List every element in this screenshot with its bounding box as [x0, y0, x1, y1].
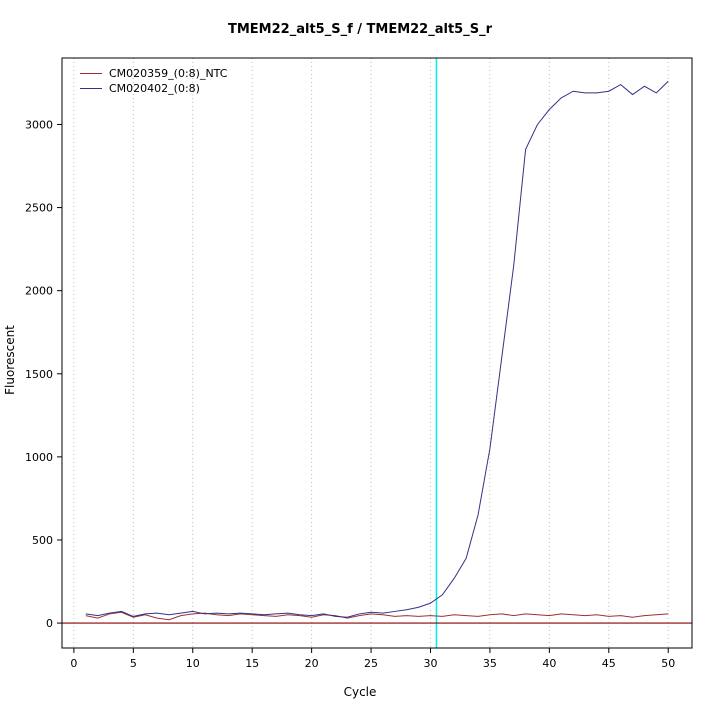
legend-line-swatch-sample	[80, 88, 102, 89]
x-axis-label: Cycle	[343, 685, 377, 699]
x-tick-label: 40	[542, 657, 556, 670]
y-tick-label: 2000	[25, 285, 53, 298]
x-tick-label: 45	[602, 657, 616, 670]
x-tick-label: 30	[423, 657, 437, 670]
chart-title: TMEM22_alt5_S_f / TMEM22_alt5_S_r	[228, 22, 492, 37]
x-tick-label: 5	[130, 657, 137, 670]
x-tick-label: 20	[305, 657, 319, 670]
chart-legend: CM020359_(0:8)_NTC CM020402_(0:8)	[80, 66, 227, 96]
series-line-0	[85, 611, 669, 621]
series-line-1	[85, 80, 669, 618]
legend-item-sample: CM020402_(0:8)	[80, 81, 227, 96]
legend-label-sample: CM020402_(0:8)	[109, 82, 200, 95]
x-tick-label: 25	[364, 657, 378, 670]
y-tick-label: 2500	[25, 202, 53, 215]
x-tick-label: 10	[186, 657, 200, 670]
y-tick-label: 1000	[25, 451, 53, 464]
x-tick-label: 35	[483, 657, 497, 670]
legend-label-ntc: CM020359_(0:8)_NTC	[109, 67, 228, 80]
x-tick-label: 50	[661, 657, 675, 670]
x-tick-label: 15	[245, 657, 259, 670]
y-axis-label: Fluorescent	[3, 325, 17, 395]
x-tick-label: 0	[70, 657, 77, 670]
y-tick-label: 0	[46, 617, 53, 630]
y-tick-label: 1500	[25, 368, 53, 381]
legend-item-ntc: CM020359_(0:8)_NTC	[80, 66, 227, 81]
y-tick-label: 3000	[25, 118, 53, 131]
legend-line-swatch-ntc	[80, 73, 102, 74]
plot-box	[61, 57, 693, 649]
y-tick-label: 500	[32, 534, 53, 547]
